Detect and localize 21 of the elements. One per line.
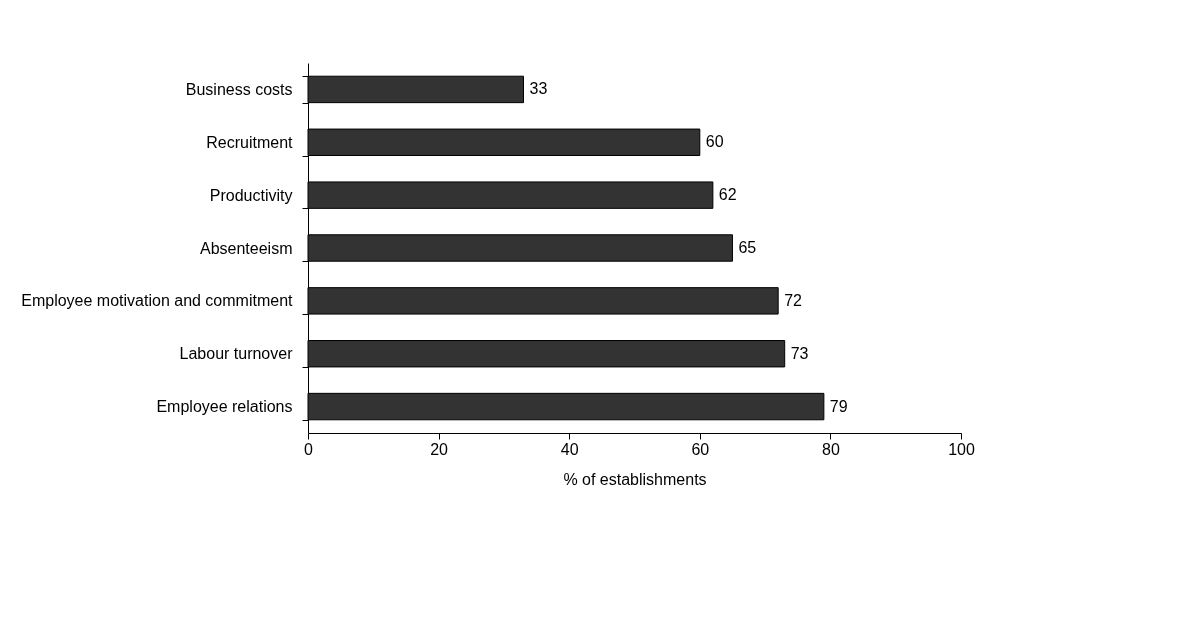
x-tick-label: 100 <box>948 440 975 458</box>
y-tick-label: Employee relations <box>156 398 293 416</box>
y-tick-label: Productivity <box>209 186 293 204</box>
y-tick-label: Labour turnover <box>179 345 294 363</box>
data-label: 33 <box>529 80 548 98</box>
data-label: 65 <box>738 239 757 256</box>
data-label: 72 <box>784 291 803 309</box>
y-tick-label: Business costs <box>185 80 293 98</box>
data-label: 79 <box>829 397 848 415</box>
y-tick-label: Absenteeism <box>200 239 293 257</box>
x-axis-title: % of establishments <box>563 470 707 488</box>
x-tick-label: 80 <box>822 440 840 458</box>
data-label: 73 <box>790 344 809 362</box>
y-tick-label: Employee motivation and commitment <box>21 292 294 310</box>
data-label: 60 <box>705 133 724 151</box>
data-label: 62 <box>718 186 737 204</box>
x-tick-label: 0 <box>304 440 314 458</box>
x-tick-label: 20 <box>430 440 449 458</box>
x-tick-label: 40 <box>560 440 579 458</box>
x-tick-label: 60 <box>691 440 710 458</box>
y-tick-label: Recruitment <box>206 133 294 151</box>
